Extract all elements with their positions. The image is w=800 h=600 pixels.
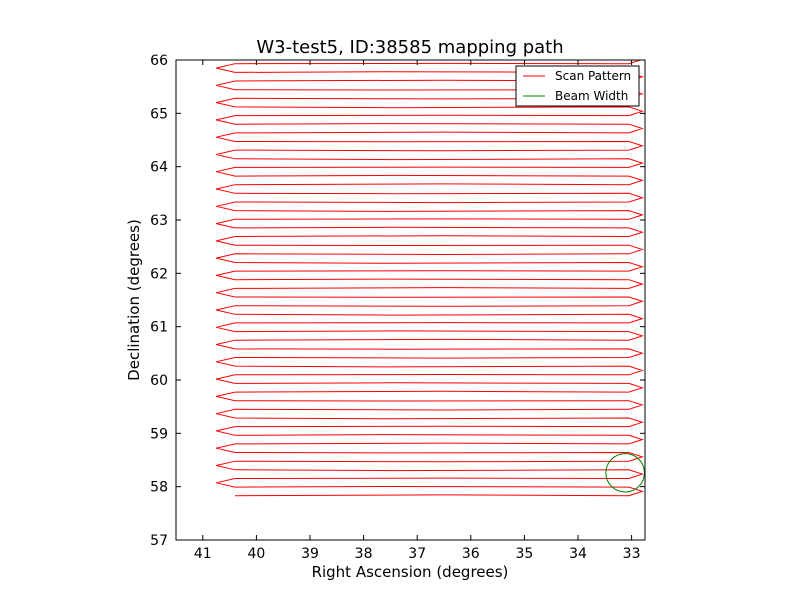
y-axis-label: Declination (degrees) xyxy=(125,219,143,381)
y-tick-label: 57 xyxy=(150,533,168,549)
x-tick-label: 41 xyxy=(194,546,212,562)
plot-frame xyxy=(175,59,646,541)
x-axis-label: Right Ascension (degrees) xyxy=(312,563,509,581)
y-tick-label: 64 xyxy=(150,160,168,176)
y-tick-label: 59 xyxy=(150,426,168,442)
x-tick-label: 33 xyxy=(623,546,641,562)
y-tick-label: 65 xyxy=(150,106,168,122)
x-tick-label: 36 xyxy=(462,546,480,562)
y-axis-ticks: 57 58 59 60 61 62 63 64 65 66 xyxy=(150,53,645,549)
x-axis-ticks: 41 40 39 38 37 36 35 34 33 xyxy=(194,60,641,562)
legend-label-beam-width: Beam Width xyxy=(555,89,628,103)
y-tick-label: 63 xyxy=(150,213,168,229)
x-tick-label: 34 xyxy=(569,546,587,562)
legend-label-scan-pattern: Scan Pattern xyxy=(555,69,631,83)
x-tick-label: 39 xyxy=(301,546,319,562)
x-tick-label: 40 xyxy=(247,546,265,562)
legend: Scan Pattern Beam Width xyxy=(515,65,640,107)
y-tick-label: 62 xyxy=(150,266,168,282)
y-tick-label: 61 xyxy=(150,320,168,336)
y-tick-label: 60 xyxy=(150,373,168,389)
x-tick-label: 38 xyxy=(355,546,373,562)
legend-box xyxy=(515,65,640,107)
y-tick-label: 58 xyxy=(150,480,168,496)
y-tick-label: 66 xyxy=(150,53,168,69)
x-tick-label: 35 xyxy=(515,546,533,562)
series-scan-pattern xyxy=(216,60,644,497)
chart-title: W3-test5, ID:38585 mapping path xyxy=(256,37,563,58)
series-layer xyxy=(216,60,645,497)
series-beam-width xyxy=(605,453,645,493)
plot-area: 41 40 39 38 37 36 35 34 33 57 58 59 60 61 62 63 64 65 66 xyxy=(150,53,646,562)
x-tick-label: 37 xyxy=(408,546,426,562)
